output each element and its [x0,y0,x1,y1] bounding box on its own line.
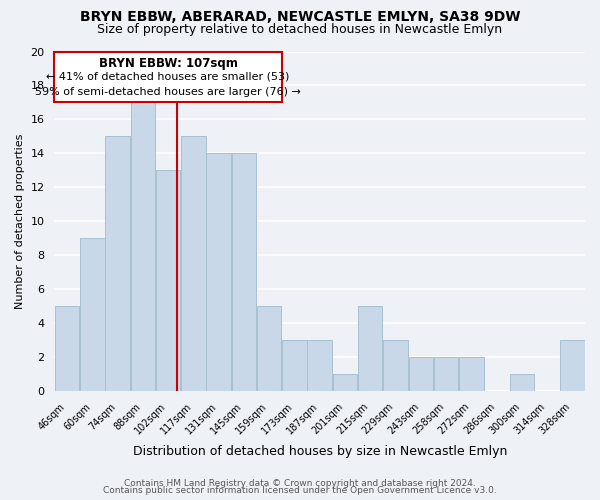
Bar [257,306,281,392]
Bar [232,154,256,392]
Bar [459,358,484,392]
Bar [55,306,79,392]
Y-axis label: Number of detached properties: Number of detached properties [15,134,25,309]
Bar [80,238,104,392]
Bar [409,358,433,392]
Bar [156,170,181,392]
Bar [307,340,332,392]
Text: Contains HM Land Registry data © Crown copyright and database right 2024.: Contains HM Land Registry data © Crown c… [124,478,476,488]
Bar [383,340,408,392]
Text: ← 41% of detached houses are smaller (53): ← 41% of detached houses are smaller (53… [46,72,290,82]
Text: 59% of semi-detached houses are larger (76) →: 59% of semi-detached houses are larger (… [35,88,301,98]
Bar [282,340,307,392]
Text: BRYN EBBW: 107sqm: BRYN EBBW: 107sqm [98,57,238,70]
Bar [206,154,231,392]
Text: Contains public sector information licensed under the Open Government Licence v3: Contains public sector information licen… [103,486,497,495]
Bar [560,340,584,392]
Bar [333,374,357,392]
Bar [434,358,458,392]
Text: BRYN EBBW, ABERARAD, NEWCASTLE EMLYN, SA38 9DW: BRYN EBBW, ABERARAD, NEWCASTLE EMLYN, SA… [80,10,520,24]
Bar [181,136,206,392]
Bar [106,136,130,392]
Bar [131,102,155,392]
FancyBboxPatch shape [55,52,282,102]
Text: Size of property relative to detached houses in Newcastle Emlyn: Size of property relative to detached ho… [97,22,503,36]
Bar [509,374,534,392]
X-axis label: Distribution of detached houses by size in Newcastle Emlyn: Distribution of detached houses by size … [133,444,507,458]
Bar [358,306,382,392]
